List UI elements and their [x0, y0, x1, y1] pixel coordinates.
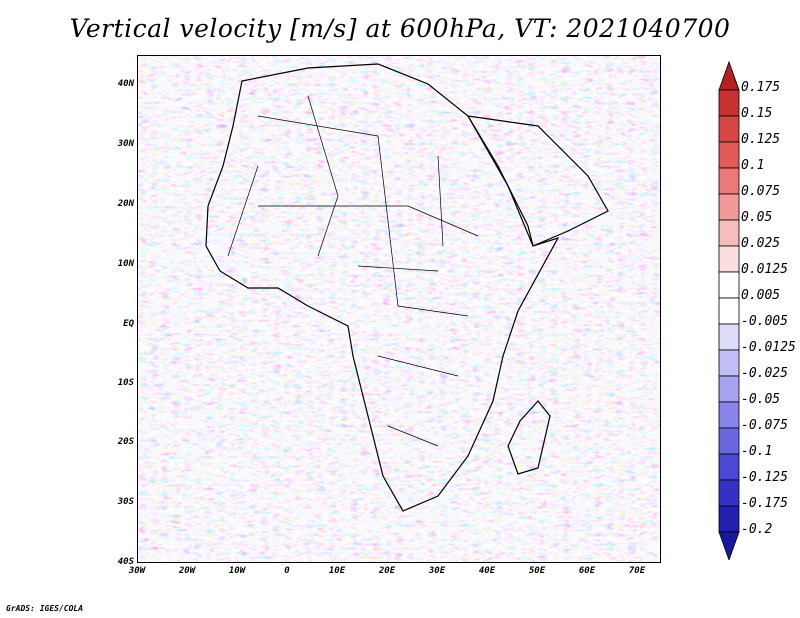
- colorbar-label: -0.025: [741, 366, 788, 381]
- credit-text: GrADS: IGES/COLA: [6, 604, 84, 613]
- colorbar-swatch: [718, 453, 740, 481]
- colorbar-label: 0.15: [741, 106, 773, 121]
- lat-label-40n: 40N: [117, 79, 134, 89]
- lon-label-10e: 10E: [328, 566, 346, 576]
- chart-title: Vertical velocity [m/s] at 600hPa, VT: 2…: [69, 14, 731, 43]
- colorbar-label: 0.005: [741, 288, 781, 303]
- colorbar-swatch: [718, 193, 740, 221]
- colorbar-swatch: [718, 349, 740, 377]
- colorbar-swatch: [718, 297, 740, 325]
- country-borders: [227, 95, 479, 447]
- lon-label-50e: 50E: [528, 566, 546, 576]
- colorbar-swatch: [718, 219, 740, 247]
- colorbar-swatch: [718, 245, 740, 273]
- colorbar-label: 0.05: [741, 210, 773, 225]
- colorbar-label: 0.075: [741, 184, 781, 199]
- colorbar-label: -0.0125: [741, 340, 796, 355]
- lat-label-20n: 20N: [117, 199, 134, 209]
- colorbar-swatch: [718, 89, 740, 117]
- lon-label-30w: 30W: [128, 566, 146, 576]
- colorbar-label: -0.1: [741, 444, 773, 459]
- map-plot-area: [137, 55, 661, 563]
- lat-label-10n: 10N: [117, 259, 134, 269]
- colorbar-swatch: [718, 271, 740, 299]
- colorbar-label: -0.05: [741, 392, 781, 407]
- colorbar-swatch: [718, 401, 740, 429]
- colorbar-swatch: [718, 375, 740, 403]
- lat-label-30n: 30N: [117, 139, 134, 149]
- colorbar-top-arrow: [718, 60, 740, 91]
- colorbar-label: -0.175: [741, 496, 788, 511]
- colorbar-label: 0.125: [741, 132, 781, 147]
- colorbar-label: 0.1: [741, 158, 765, 173]
- colorbar-label: -0.125: [741, 470, 788, 485]
- lat-label-20s: 20S: [117, 437, 134, 447]
- lat-label-10s: 10S: [117, 378, 134, 388]
- colorbar-swatch: [718, 141, 740, 169]
- lon-label-60e: 60E: [578, 566, 596, 576]
- lon-label-0: 0: [284, 566, 290, 576]
- vertical-velocity-field: [138, 56, 660, 562]
- lon-label-20e: 20E: [378, 566, 396, 576]
- lat-label-40s: 40S: [117, 557, 134, 567]
- colorbar-swatch: [718, 115, 740, 143]
- colorbar-swatch: [718, 323, 740, 351]
- colorbar-label: -0.005: [741, 314, 788, 329]
- colorbar-label: 0.175: [741, 80, 781, 95]
- arabia-coastline: [466, 115, 609, 247]
- lon-label-70e: 70E: [628, 566, 646, 576]
- lat-label-30s: 30S: [117, 497, 134, 507]
- madagascar-coastline: [507, 400, 551, 475]
- colorbar-bottom-arrow: [718, 531, 740, 560]
- colorbar-swatch: [718, 167, 740, 195]
- colorbar-swatch: [718, 427, 740, 455]
- lon-label-30e: 30E: [428, 566, 446, 576]
- africa-coastline: [205, 63, 560, 512]
- lon-label-20w: 20W: [178, 566, 196, 576]
- colorbar-label: 0.0125: [741, 262, 788, 277]
- colorbar-label: -0.075: [741, 418, 788, 433]
- lat-label-eq: EQ: [123, 319, 134, 329]
- colorbar-label: -0.2: [741, 522, 773, 537]
- colorbar: [718, 60, 740, 560]
- colorbar-swatch: [718, 479, 740, 507]
- colorbar-label: 0.025: [741, 236, 781, 251]
- lon-label-10w: 10W: [228, 566, 246, 576]
- colorbar-swatch: [718, 505, 740, 533]
- lon-label-40e: 40E: [478, 566, 496, 576]
